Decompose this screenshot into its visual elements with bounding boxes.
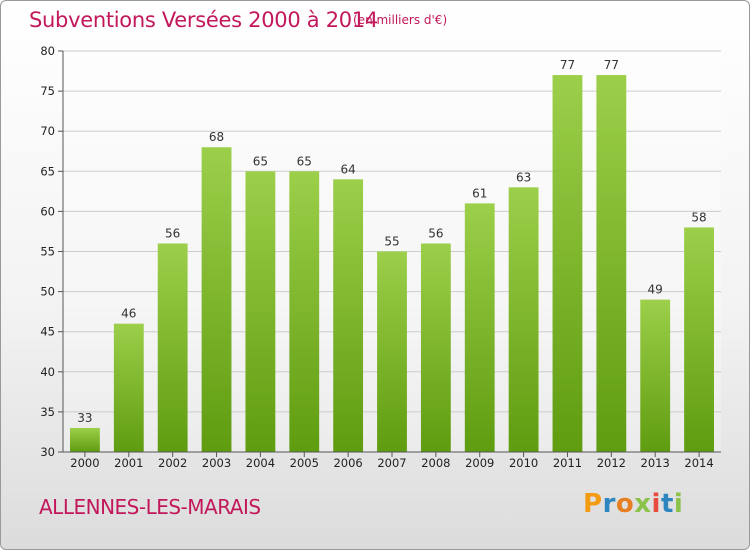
bar <box>113 323 144 452</box>
y-tick-label: 80 <box>40 44 55 58</box>
x-tick-label: 2008 <box>421 456 450 470</box>
data-label: 64 <box>340 162 355 176</box>
y-tick-label: 55 <box>40 245 55 259</box>
bar <box>552 75 583 452</box>
logo-letter: i <box>673 489 684 519</box>
x-tick-label: 2007 <box>377 456 406 470</box>
logo-letter: t <box>660 489 674 519</box>
x-tick-label: 2012 <box>597 456 626 470</box>
logo-letter: x <box>634 489 652 519</box>
y-tick-label: 45 <box>40 325 55 339</box>
bar <box>684 227 714 452</box>
y-tick-label: 75 <box>40 84 55 98</box>
x-tick-label: 2003 <box>202 456 231 470</box>
data-label: 58 <box>691 210 706 224</box>
data-label: 77 <box>604 58 619 72</box>
x-tick-label: 2014 <box>684 456 713 470</box>
data-label: 56 <box>165 226 180 240</box>
bar <box>201 147 232 453</box>
logo-letter: i <box>651 489 661 519</box>
chart-title: Subventions Versées 2000 à 2014 <box>29 8 378 32</box>
bar <box>157 243 188 452</box>
y-tick-label: 35 <box>40 405 55 419</box>
x-tick-label: 2000 <box>70 456 99 470</box>
logo-letter: r <box>602 489 616 519</box>
data-label: 55 <box>384 235 399 249</box>
x-tick-label: 2011 <box>553 456 582 470</box>
y-tick-label: 30 <box>40 445 55 459</box>
x-tick-label: 2006 <box>333 456 362 470</box>
data-label: 56 <box>428 226 443 240</box>
y-tick-label: 40 <box>40 365 55 379</box>
data-label: 68 <box>209 130 224 144</box>
data-label: 46 <box>121 307 136 321</box>
x-tick-label: 2004 <box>246 456 275 470</box>
x-tick-label: 2010 <box>509 456 538 470</box>
bars: 33 46 56 68 65 65 64 55 56 61 63 77 77 49 58 <box>70 58 714 453</box>
data-label: 61 <box>472 186 487 200</box>
y-axis: 30 35 40 45 50 55 60 65 70 75 80 <box>40 44 64 459</box>
data-label: 77 <box>560 58 575 72</box>
data-label: 65 <box>253 154 268 168</box>
bar <box>596 75 627 452</box>
data-label: 33 <box>77 411 92 425</box>
bar <box>420 243 451 452</box>
data-label: 63 <box>516 170 531 184</box>
bar <box>245 171 276 453</box>
data-label: 65 <box>297 154 312 168</box>
bar <box>70 427 100 452</box>
bar <box>464 203 495 452</box>
logo-letter: P <box>583 489 603 519</box>
data-label: 49 <box>648 283 663 297</box>
bar <box>333 179 364 452</box>
proxiti-logo: Proxiti <box>583 489 683 519</box>
chart-unit: (en milliers d'€) <box>353 13 448 27</box>
x-axis: 2000 2001 2002 2003 2004 2005 2006 2007 2008 2009… <box>63 451 721 470</box>
y-tick-label: 50 <box>40 285 55 299</box>
bar <box>508 187 539 452</box>
x-tick-label: 2005 <box>290 456 319 470</box>
y-tick-label: 60 <box>40 204 55 218</box>
bar <box>640 299 671 452</box>
x-tick-label: 2002 <box>158 456 187 470</box>
y-tick-label: 70 <box>40 124 55 138</box>
x-tick-label: 2001 <box>114 456 143 470</box>
y-tick-label: 65 <box>40 164 55 178</box>
x-tick-label: 2009 <box>465 456 494 470</box>
bar <box>289 171 320 453</box>
x-tick-label: 2013 <box>641 456 670 470</box>
commune-name: ALLENNES-LES-MARAIS <box>39 495 261 519</box>
logo-letter: o <box>615 489 635 519</box>
bar <box>377 251 407 452</box>
